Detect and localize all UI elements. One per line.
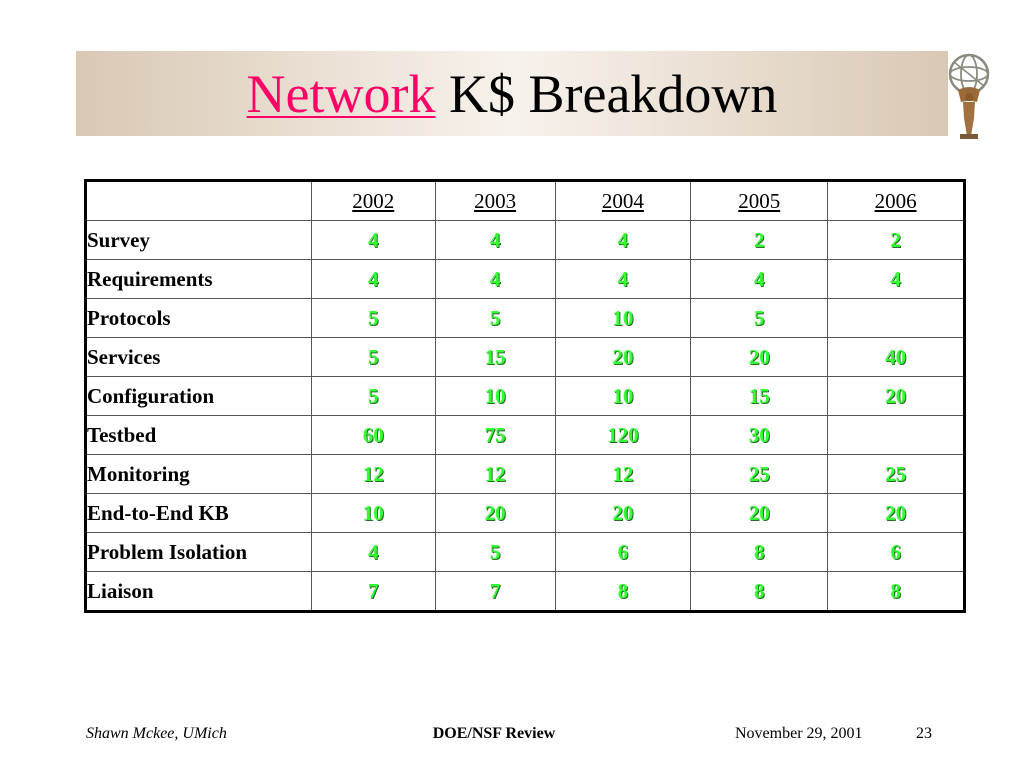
value-cell: 8 [690, 571, 829, 612]
value-cell: 5 [434, 532, 556, 572]
value-cell: 5 [434, 298, 556, 338]
value-cell: 12 [554, 454, 692, 494]
table-row: Testbed 60 75 120 30 [85, 415, 965, 455]
value-cell: 2 [827, 220, 965, 260]
value-cell: 20 [554, 493, 692, 533]
value-cell: 30 [690, 415, 829, 455]
value-cell: 5 [310, 298, 436, 338]
header-cell: 2002 [310, 180, 436, 221]
table-row: Services 5 15 20 20 40 [85, 337, 965, 377]
value-cell: 5 [690, 298, 829, 338]
row-label: Problem Isolation [85, 532, 312, 572]
value-cell: 40 [827, 337, 965, 377]
row-label: Monitoring [85, 454, 312, 494]
value-cell [827, 298, 965, 338]
value-cell: 10 [434, 376, 556, 416]
value-cell: 6 [827, 532, 965, 572]
value-cell: 20 [827, 493, 965, 533]
value-cell: 4 [310, 259, 436, 299]
value-cell: 15 [690, 376, 829, 416]
title-banner: Network K$ Breakdown [76, 51, 948, 136]
value-cell: 20 [690, 493, 829, 533]
title-rest: K$ Breakdown [435, 63, 778, 124]
value-cell: 20 [434, 493, 556, 533]
table-row: Protocols 5 5 10 5 [85, 298, 965, 338]
value-cell: 7 [434, 571, 556, 612]
value-cell: 4 [554, 220, 692, 260]
title-highlight: Network [246, 63, 436, 124]
header-cell: 2003 [434, 180, 556, 221]
row-label: Liaison [85, 571, 312, 612]
footer-event: DOE/NSF Review [432, 725, 556, 742]
value-cell: 4 [310, 532, 436, 572]
value-cell: 20 [690, 337, 829, 377]
value-cell: 25 [827, 454, 965, 494]
value-cell: 75 [434, 415, 556, 455]
value-cell: 5 [310, 376, 436, 416]
row-label: Services [85, 337, 312, 377]
value-cell: 20 [554, 337, 692, 377]
value-cell: 5 [310, 337, 436, 377]
header-row: 2002 2003 2004 2005 2006 [85, 180, 965, 221]
header-cell: 2005 [690, 180, 829, 221]
value-cell: 4 [554, 259, 692, 299]
header-cell: 2006 [827, 180, 965, 221]
table-row: Requirements 4 4 4 4 4 [85, 259, 965, 299]
footer-author: Shawn Mckee, UMich [86, 725, 227, 742]
header-cell: 2004 [554, 180, 692, 221]
value-cell: 8 [690, 532, 829, 572]
table-row: End-to-End KB 10 20 20 20 20 [85, 493, 965, 533]
page-number: 23 [916, 725, 932, 742]
table-row: Survey 4 4 4 2 2 [85, 220, 965, 260]
slide-title: Network K$ Breakdown [76, 51, 948, 136]
table-row: Problem Isolation 4 5 6 8 6 [85, 532, 965, 572]
value-cell: 4 [310, 220, 436, 260]
breakdown-table: 2002 2003 2004 2005 2006 Survey 4 4 4 2 … [84, 179, 966, 613]
value-cell: 10 [554, 298, 692, 338]
table-row: Monitoring 12 12 12 25 25 [85, 454, 965, 494]
value-cell [827, 415, 965, 455]
value-cell: 6 [554, 532, 692, 572]
value-cell: 10 [554, 376, 692, 416]
atlas-statue-icon [948, 53, 990, 139]
value-cell: 4 [827, 259, 965, 299]
value-cell: 20 [827, 376, 965, 416]
value-cell: 7 [310, 571, 436, 612]
value-cell: 4 [690, 259, 829, 299]
row-label: Survey [85, 220, 312, 260]
table-row: Liaison 7 7 8 8 8 [85, 571, 965, 612]
row-label: Testbed [85, 415, 312, 455]
row-label: Requirements [85, 259, 312, 299]
value-cell: 8 [554, 571, 692, 612]
value-cell: 10 [310, 493, 436, 533]
value-cell: 25 [690, 454, 829, 494]
row-label: Protocols [85, 298, 312, 338]
value-cell: 4 [434, 220, 556, 260]
footer-date: November 29, 2001 [735, 725, 863, 742]
value-cell: 12 [434, 454, 556, 494]
value-cell: 120 [554, 415, 692, 455]
value-cell: 12 [310, 454, 436, 494]
header-cell [85, 180, 312, 221]
value-cell: 8 [827, 571, 965, 612]
value-cell: 4 [434, 259, 556, 299]
value-cell: 2 [690, 220, 829, 260]
value-cell: 60 [310, 415, 436, 455]
row-label: End-to-End KB [85, 493, 312, 533]
value-cell: 15 [434, 337, 556, 377]
table-row: Configuration 5 10 10 15 20 [85, 376, 965, 416]
row-label: Configuration [85, 376, 312, 416]
